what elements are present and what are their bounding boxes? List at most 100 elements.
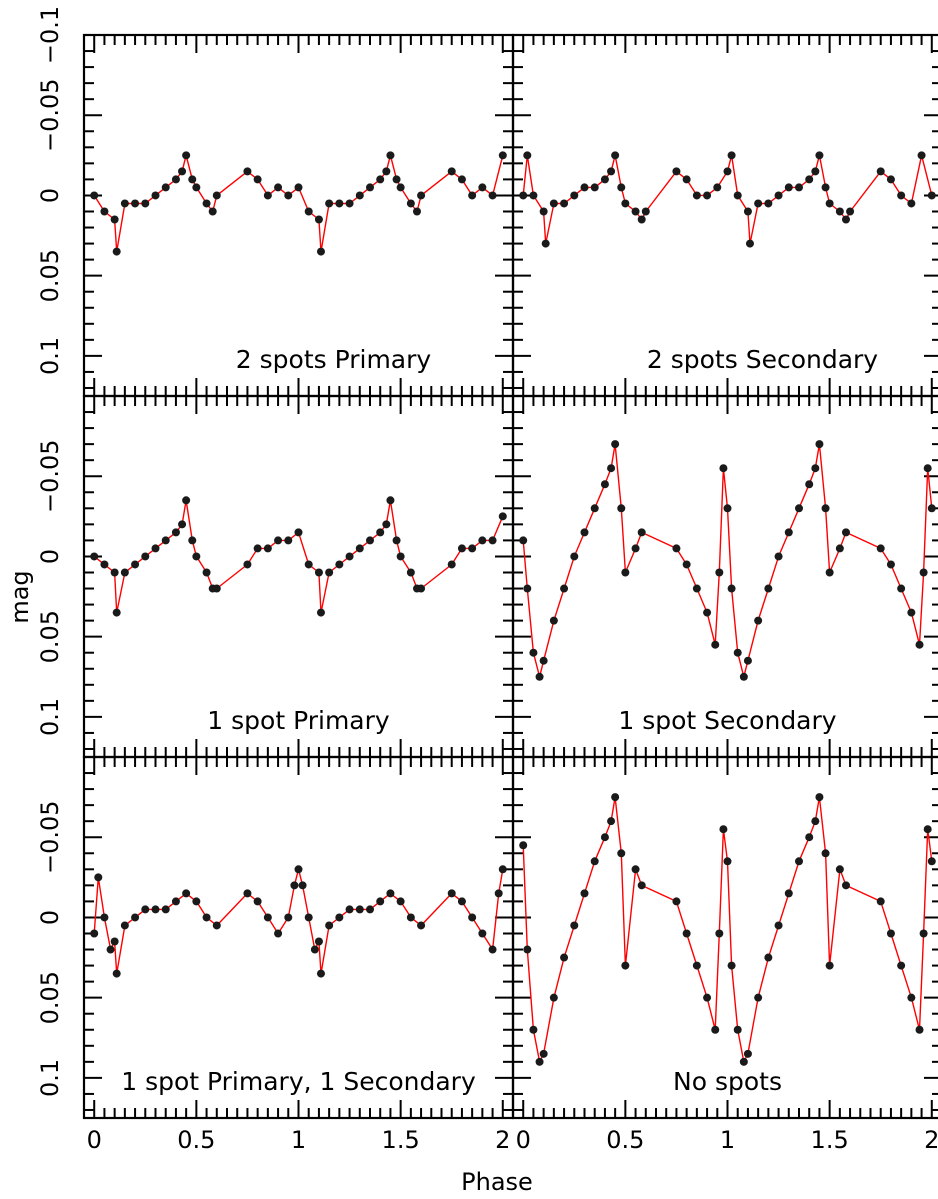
data-point [316,969,325,978]
data-point [298,881,307,890]
data-point [713,183,722,192]
data-point [703,191,712,200]
data-point [841,215,850,224]
data-point [835,544,844,553]
data-point [549,616,558,625]
data-point [386,151,395,160]
data-point [692,584,701,593]
data-point [703,993,712,1002]
data-point [815,793,824,802]
data-point [498,512,507,521]
data-point [188,536,197,545]
series-line [522,443,933,678]
data-point [519,536,528,545]
data-point [711,1025,720,1034]
data-point [600,175,609,184]
data-point [208,207,217,216]
data-point [811,817,820,826]
data-point [447,167,456,176]
data-point [915,1025,924,1034]
data-point [927,857,936,866]
data-point [417,584,426,593]
data-point [106,945,115,954]
data-point [294,528,303,537]
data-point [907,993,916,1002]
data-point [745,239,754,248]
data-point [641,207,650,216]
data-point [182,889,191,898]
y-tick-label: −0.05 [36,78,64,152]
data-point [637,881,646,890]
data-point [764,953,773,962]
data-point [539,656,548,665]
y-tick-label: −0.05 [36,439,64,513]
panel: 0.1 0.05 0 −0.05 0 0.5 1 1.5 2 1 spot Primary, 1 … [36,755,515,1154]
data-point [120,568,129,577]
data-point [617,849,626,858]
data-point [478,929,487,938]
y-tick-label: 0.1 [36,337,64,375]
data-point [386,496,395,505]
data-point [825,199,834,208]
data-point [621,568,630,577]
data-point [488,945,497,954]
data-point [523,151,532,160]
data-point [202,199,211,208]
data-point [774,921,783,930]
data-point [376,175,385,184]
data-point [795,183,803,192]
data-point [703,608,712,617]
data-point [637,528,646,537]
data-point [382,520,391,529]
data-point [805,833,814,842]
data-point [345,552,354,561]
data-point [355,905,364,914]
panel-label: No spots [673,1067,782,1096]
data-point [376,528,385,537]
data-point [457,175,466,184]
data-point [535,1057,544,1066]
data-point [468,191,477,200]
panel-frame [82,33,515,398]
panels: 0.1 0.05 0 −0.05 −0.1 2 spots Primary 2 spots … [36,6,938,1154]
data-point [178,520,187,529]
data-point [212,584,221,593]
data-point [468,544,477,553]
panel-frame [82,755,515,1120]
data-point [396,183,405,192]
data-point [314,937,323,946]
data-point [417,921,426,930]
data-point [171,175,180,184]
data-point [212,191,221,200]
data-point [325,199,334,208]
panel-label: 2 spots Primary [236,345,432,374]
x-tick-label: 2 [924,1126,938,1154]
data-point [607,464,616,473]
data-point [406,913,415,922]
data-point [468,913,477,922]
data-point [316,247,325,256]
data-point [253,897,262,906]
data-point [795,857,803,866]
data-point [917,151,926,160]
data-point [519,841,528,850]
data-point [406,568,415,577]
data-point [417,191,426,200]
data-point [171,897,180,906]
y-tick-label: 0 [36,910,64,925]
x-tick-label: 0 [87,1126,102,1154]
data-point [754,199,763,208]
data-point [811,464,820,473]
data-point [672,544,681,553]
data-point [120,921,129,930]
data-point [846,207,855,216]
data-point [611,440,620,449]
data-point [876,897,885,906]
data-point [274,183,283,192]
data-point [131,199,140,208]
data-point [182,151,191,160]
data-point [294,865,303,874]
panel-label: 2 spots Secondary [647,345,878,374]
data-point [617,504,626,513]
